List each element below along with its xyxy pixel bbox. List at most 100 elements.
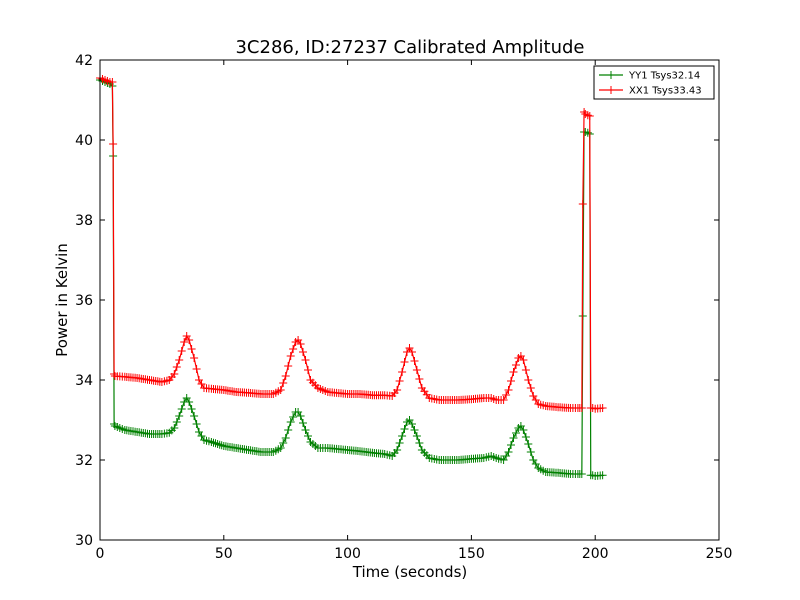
y-tick-label: 40 <box>75 133 93 149</box>
y-tick-label: 42 <box>75 53 93 69</box>
data-point <box>412 432 421 440</box>
data-point <box>519 356 528 364</box>
data-point <box>598 404 607 412</box>
data-point <box>577 470 586 478</box>
data-point <box>207 438 216 446</box>
data-point <box>170 424 179 432</box>
data-point <box>170 370 179 378</box>
data-point <box>276 444 285 452</box>
data-point <box>395 439 404 447</box>
x-tick-label: 100 <box>334 546 361 562</box>
data-point <box>400 425 409 433</box>
series-1 <box>96 74 607 413</box>
y-tick-label: 30 <box>75 533 93 549</box>
data-point <box>301 356 310 364</box>
data-point <box>190 354 199 362</box>
data-point <box>192 420 201 428</box>
data-point <box>400 358 409 366</box>
data-point <box>507 441 515 449</box>
data-point <box>180 338 189 346</box>
data-point <box>507 377 515 385</box>
data-point <box>217 441 226 450</box>
data-point <box>279 439 288 447</box>
y-axis-label: Power in Kelvin <box>53 243 71 357</box>
data-point <box>504 448 513 456</box>
data-point <box>177 347 186 355</box>
data-point <box>412 366 421 374</box>
data-point <box>304 366 312 374</box>
data-point <box>580 108 589 116</box>
ticks-layer: 0 50 100 150 200 250 30 32 34 36 38 40 42 <box>75 53 732 562</box>
data-point <box>185 398 194 406</box>
data-point <box>175 356 184 364</box>
data-point <box>187 405 196 413</box>
data-point <box>190 412 199 420</box>
data-point <box>393 446 402 454</box>
data-point <box>598 471 607 480</box>
data-point <box>502 391 511 399</box>
x-tick-label: 0 <box>96 546 105 562</box>
data-point <box>415 375 424 383</box>
data-point <box>304 432 312 440</box>
data-point <box>185 336 194 344</box>
y-tick-label: 32 <box>75 453 93 469</box>
data-point <box>172 418 181 426</box>
data-point <box>281 372 290 380</box>
data-point <box>108 78 117 86</box>
data-point <box>578 200 587 208</box>
data-point <box>415 439 424 447</box>
data-point <box>410 357 419 365</box>
data-point <box>521 433 530 441</box>
data-point <box>524 440 533 448</box>
data-point <box>499 396 508 404</box>
data-point <box>289 345 298 353</box>
data-point <box>299 419 307 427</box>
chart-title: 3C286, ID:27237 Calibrated Amplitude <box>235 37 584 58</box>
data-point <box>177 405 186 413</box>
data-point <box>215 440 224 449</box>
data-point <box>192 365 201 373</box>
data-point <box>187 345 196 353</box>
data-point <box>583 128 592 137</box>
x-tick-label: 50 <box>215 546 233 562</box>
data-point <box>524 376 533 384</box>
series-0 <box>96 76 607 480</box>
series-markers-1 <box>96 74 607 413</box>
data-point <box>299 348 307 356</box>
data-point <box>296 340 305 348</box>
legend-label-0: YY1 Tsys32.14 <box>628 71 700 82</box>
data-point <box>172 363 181 371</box>
data-point <box>408 348 416 356</box>
data-point <box>395 377 404 385</box>
data-point <box>577 404 586 412</box>
legend: YY1 Tsys32.14 XX1 Tsys33.43 <box>593 65 715 100</box>
y-tick-label: 36 <box>75 293 93 309</box>
data-point <box>175 412 184 420</box>
x-tick-label: 250 <box>706 546 733 562</box>
data-point <box>301 426 310 434</box>
data-point <box>276 386 285 394</box>
y-tick-label: 38 <box>75 213 93 229</box>
legend-marker-0 <box>607 71 615 79</box>
data-point <box>519 426 528 434</box>
data-point <box>583 111 592 120</box>
data-point <box>296 412 305 420</box>
y-tick-label: 34 <box>75 373 93 389</box>
data-point <box>286 352 295 360</box>
data-point <box>284 426 293 434</box>
data-point <box>398 432 407 440</box>
data-point <box>504 386 513 394</box>
data-point <box>393 386 402 394</box>
legend-marker-1 <box>607 86 615 94</box>
data-point <box>286 418 295 426</box>
data-point <box>211 439 220 448</box>
data-point <box>408 420 416 428</box>
legend-label-1: XX1 Tsys33.43 <box>629 86 702 97</box>
data-point <box>289 413 298 421</box>
legend-box <box>593 65 715 100</box>
data-point <box>284 362 293 370</box>
x-tick-label: 150 <box>458 546 485 562</box>
data-point <box>109 140 118 148</box>
data-point <box>209 438 218 447</box>
